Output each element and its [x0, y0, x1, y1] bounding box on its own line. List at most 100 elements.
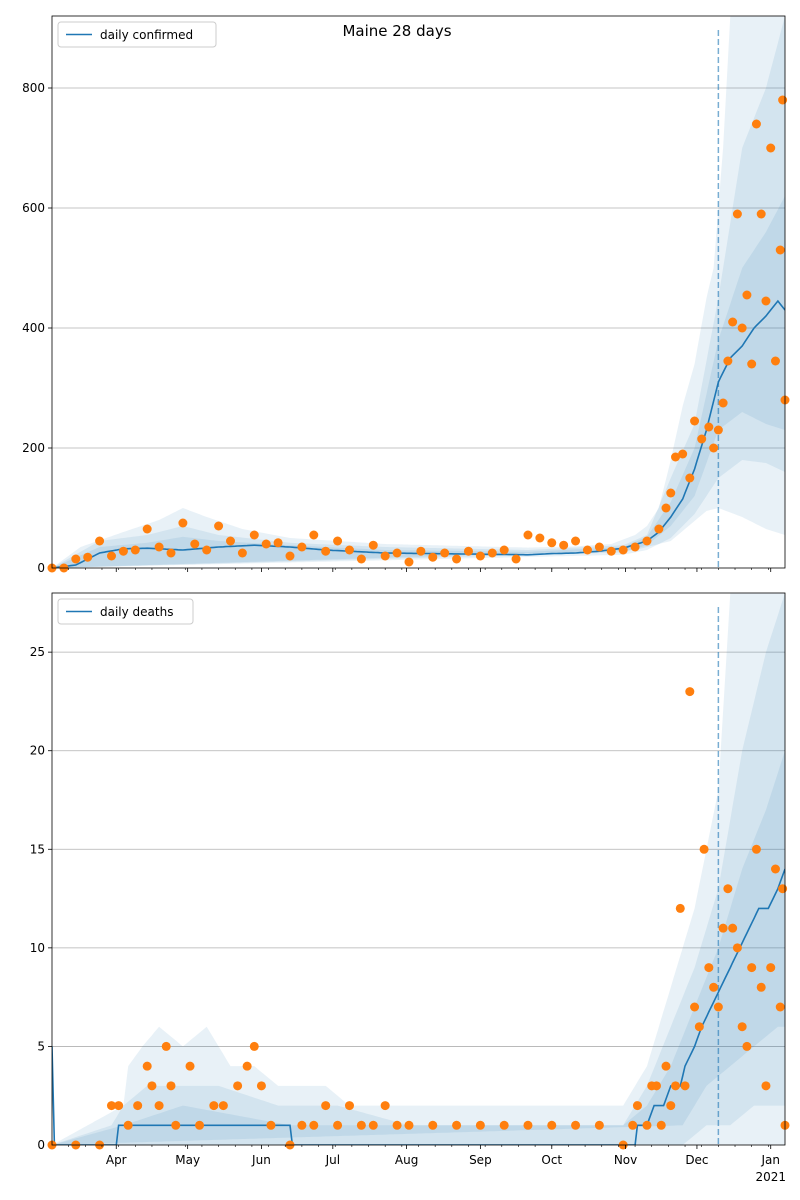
observed-point — [675, 903, 685, 913]
observed-point — [368, 540, 378, 550]
observed-point — [523, 530, 533, 540]
observed-point — [487, 548, 497, 558]
observed-point — [368, 1120, 378, 1130]
observed-point — [321, 546, 331, 556]
x-tick-label: Jan — [760, 1153, 780, 1167]
observed-point — [147, 1081, 157, 1091]
legend-label: daily confirmed — [100, 28, 193, 42]
observed-point — [709, 982, 719, 992]
legend-label: daily deaths — [100, 605, 173, 619]
observed-point — [666, 1101, 676, 1111]
legend: daily confirmed — [57, 21, 217, 48]
observed-point — [671, 452, 681, 462]
observed-point — [728, 317, 738, 327]
observed-point — [404, 1120, 414, 1130]
observed-point — [209, 1101, 219, 1111]
y-tick-label: 200 — [22, 441, 45, 455]
observed-point — [344, 1101, 354, 1111]
observed-point — [523, 1120, 533, 1130]
observed-point — [594, 542, 604, 552]
y-tick-label: 20 — [30, 744, 45, 758]
observed-point — [249, 530, 259, 540]
x-tick-label: May — [175, 1153, 200, 1167]
x-tick-label: Nov — [614, 1153, 637, 1167]
observed-point — [166, 548, 176, 558]
observed-point — [680, 1081, 690, 1091]
observed-point — [185, 1061, 195, 1071]
observed-point — [775, 1002, 785, 1012]
observed-point — [761, 296, 771, 306]
legend: daily deaths — [57, 598, 194, 625]
observed-point — [404, 557, 414, 567]
observed-point — [154, 1101, 164, 1111]
observed-point — [133, 1101, 143, 1111]
observed-point — [656, 1120, 666, 1130]
observed-point — [416, 546, 426, 556]
observed-point — [166, 1081, 176, 1091]
y-tick-label: 400 — [22, 321, 45, 335]
observed-point — [214, 521, 224, 531]
observed-point — [713, 1002, 723, 1012]
observed-point — [747, 359, 757, 369]
observed-point — [475, 551, 485, 561]
observed-point — [452, 554, 462, 564]
observed-point — [333, 536, 343, 546]
chart-title: Maine 28 days — [342, 22, 451, 40]
observed-point — [452, 1120, 462, 1130]
observed-point — [114, 1101, 124, 1111]
observed-point — [775, 245, 785, 255]
observed-point — [737, 323, 747, 333]
legend-box — [57, 21, 217, 48]
observed-point — [709, 443, 719, 453]
observed-point — [511, 554, 521, 564]
observed-point — [632, 1101, 642, 1111]
observed-point — [380, 551, 390, 561]
observed-point — [661, 503, 671, 513]
observed-point — [309, 530, 319, 540]
observed-point — [778, 95, 788, 105]
observed-point — [630, 542, 640, 552]
observed-point — [71, 554, 81, 564]
observed-point — [571, 1120, 581, 1130]
observed-point — [161, 1041, 171, 1051]
observed-point — [732, 209, 742, 219]
observed-point — [242, 1061, 252, 1071]
observed-point — [761, 1081, 771, 1091]
observed-point — [237, 548, 247, 558]
observed-point — [697, 434, 707, 444]
observed-point — [261, 539, 271, 549]
observed-point — [309, 1120, 319, 1130]
observed-point — [428, 552, 438, 562]
observed-point — [547, 1120, 557, 1130]
x-tick-label: Sep — [469, 1153, 492, 1167]
observed-point — [95, 536, 105, 546]
observed-point — [723, 884, 733, 894]
observed-point — [661, 1061, 671, 1071]
y-tick-label: 0 — [37, 1138, 45, 1152]
y-tick-label: 800 — [22, 81, 45, 95]
observed-point — [118, 546, 128, 556]
observed-point — [123, 1120, 133, 1130]
y-tick-label: 0 — [37, 561, 45, 575]
observed-point — [770, 864, 780, 874]
observed-point — [297, 1120, 307, 1130]
observed-point — [699, 844, 709, 854]
observed-point — [202, 545, 212, 555]
observed-point — [83, 552, 93, 562]
observed-point — [728, 923, 738, 933]
observed-point — [642, 1120, 652, 1130]
observed-point — [628, 1120, 638, 1130]
observed-point — [178, 518, 188, 528]
observed-point — [440, 548, 450, 558]
observed-point — [756, 209, 766, 219]
observed-point — [273, 538, 283, 548]
observed-point — [732, 943, 742, 953]
observed-point — [756, 982, 766, 992]
observed-point — [723, 356, 733, 366]
band-outer — [52, 593, 785, 1145]
observed-point — [770, 356, 780, 366]
band-middle — [52, 593, 785, 1145]
observed-point — [285, 551, 295, 561]
observed-point — [321, 1101, 331, 1111]
